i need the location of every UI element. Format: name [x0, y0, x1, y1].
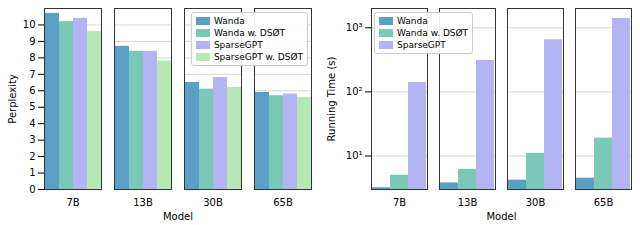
svg-text:10¹: 10¹ [346, 150, 363, 161]
svg-text:65B: 65B [273, 197, 293, 208]
svg-text:13B: 13B [458, 197, 478, 208]
svg-text:7B: 7B [393, 197, 406, 208]
html-text:Wanda w. DSØT: Wanda w. DSØT [213, 28, 285, 38]
svg-text:Model: Model [486, 211, 516, 222]
svg-text:6: 6 [29, 85, 35, 96]
svg-text:10: 10 [23, 19, 36, 30]
svg-text:30B: 30B [526, 197, 546, 208]
svg-text:13B: 13B [133, 197, 153, 208]
svg-text:2: 2 [29, 151, 35, 162]
html-text:Wanda: Wanda [397, 16, 428, 26]
svg-text:10³: 10³ [346, 22, 363, 33]
svg-text:3: 3 [29, 134, 35, 145]
svg-text:4: 4 [29, 118, 35, 129]
svg-text:Running Time (s): Running Time (s) [326, 56, 337, 141]
svg-text:0: 0 [29, 184, 35, 195]
html-text:Wanda w. DSØT: Wanda w. DSØT [397, 28, 469, 38]
html-text:Wanda: Wanda [213, 16, 245, 26]
svg-text:5: 5 [29, 101, 35, 112]
svg-text:1: 1 [29, 167, 35, 178]
svg-text:Model: Model [163, 211, 193, 222]
svg-text:Perplexity: Perplexity [7, 74, 18, 124]
html-text:SparseGPT: SparseGPT [213, 40, 263, 50]
svg-text:7B: 7B [66, 197, 79, 208]
svg-text:7: 7 [29, 69, 35, 80]
svg-text:8: 8 [29, 52, 35, 63]
svg-text:10²: 10² [346, 86, 363, 97]
svg-text:9: 9 [29, 36, 35, 47]
html-text:SparseGPT w. DSØT: SparseGPT w. DSØT [213, 52, 303, 62]
html-text:SparseGPT: SparseGPT [397, 40, 446, 50]
svg-text:65B: 65B [594, 197, 614, 208]
svg-text:30B: 30B [203, 197, 223, 208]
